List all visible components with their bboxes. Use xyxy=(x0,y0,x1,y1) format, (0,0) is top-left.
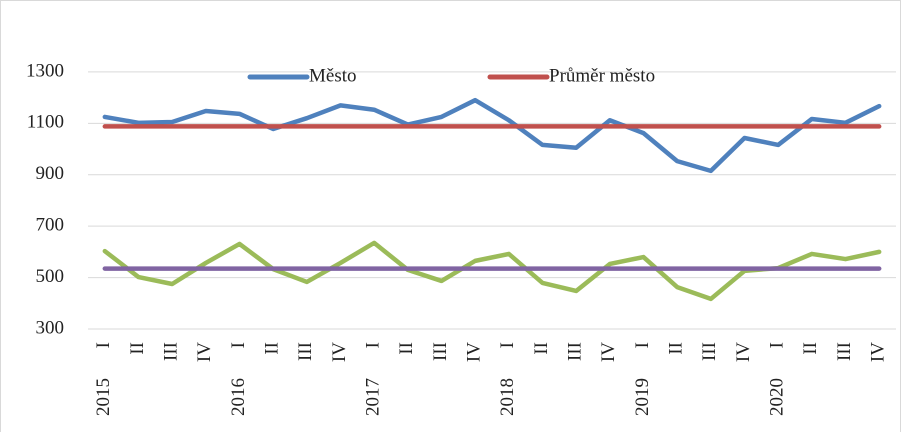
x-tick-label: IV xyxy=(598,342,619,362)
series-line xyxy=(102,240,882,302)
x-tick-label: IV xyxy=(329,342,350,362)
x-tick-label: IV xyxy=(194,342,215,362)
y-tick-label: 700 xyxy=(36,215,65,236)
x-group-label: 2015 xyxy=(93,378,114,416)
x-tick-label: I xyxy=(363,342,384,348)
x-tick-label: IV xyxy=(868,342,889,362)
x-tick-label: III xyxy=(295,342,316,361)
series-line xyxy=(102,97,882,174)
x-tick-label: III xyxy=(565,342,586,361)
x-tick-label: I xyxy=(228,342,249,348)
y-tick-label: 900 xyxy=(36,163,65,184)
x-tick-label: III xyxy=(699,342,720,361)
x-tick-label: III xyxy=(161,342,182,361)
legend-label: Město xyxy=(309,65,357,86)
x-group-label: 2020 xyxy=(767,378,788,416)
x-tick-label: II xyxy=(666,342,687,355)
x-tick-label: I xyxy=(767,342,788,348)
x-tick-label: I xyxy=(632,342,653,348)
x-tick-label: I xyxy=(497,342,518,348)
x-tick-label: IV xyxy=(464,342,485,362)
y-tick-label: 300 xyxy=(36,317,65,338)
x-tick-label: II xyxy=(531,342,552,355)
legend-label: Průměr město xyxy=(549,65,655,86)
x-tick-label: I xyxy=(93,342,114,348)
y-tick-label: 1300 xyxy=(26,60,64,81)
x-group-label: 2018 xyxy=(497,378,518,416)
x-tick-label: II xyxy=(127,342,148,355)
y-tick-label: 500 xyxy=(36,266,65,287)
x-tick-label: II xyxy=(800,342,821,355)
x-group-label: 2016 xyxy=(228,378,249,416)
x-tick-label: II xyxy=(262,342,283,355)
y-tick-label: 1100 xyxy=(27,112,64,133)
x-tick-label: III xyxy=(430,342,451,361)
x-group-label: 2017 xyxy=(363,378,384,416)
x-tick-label: II xyxy=(396,342,417,355)
x-tick-label: III xyxy=(834,342,855,361)
x-group-label: 2019 xyxy=(632,378,653,416)
x-tick-label: IV xyxy=(733,342,754,362)
